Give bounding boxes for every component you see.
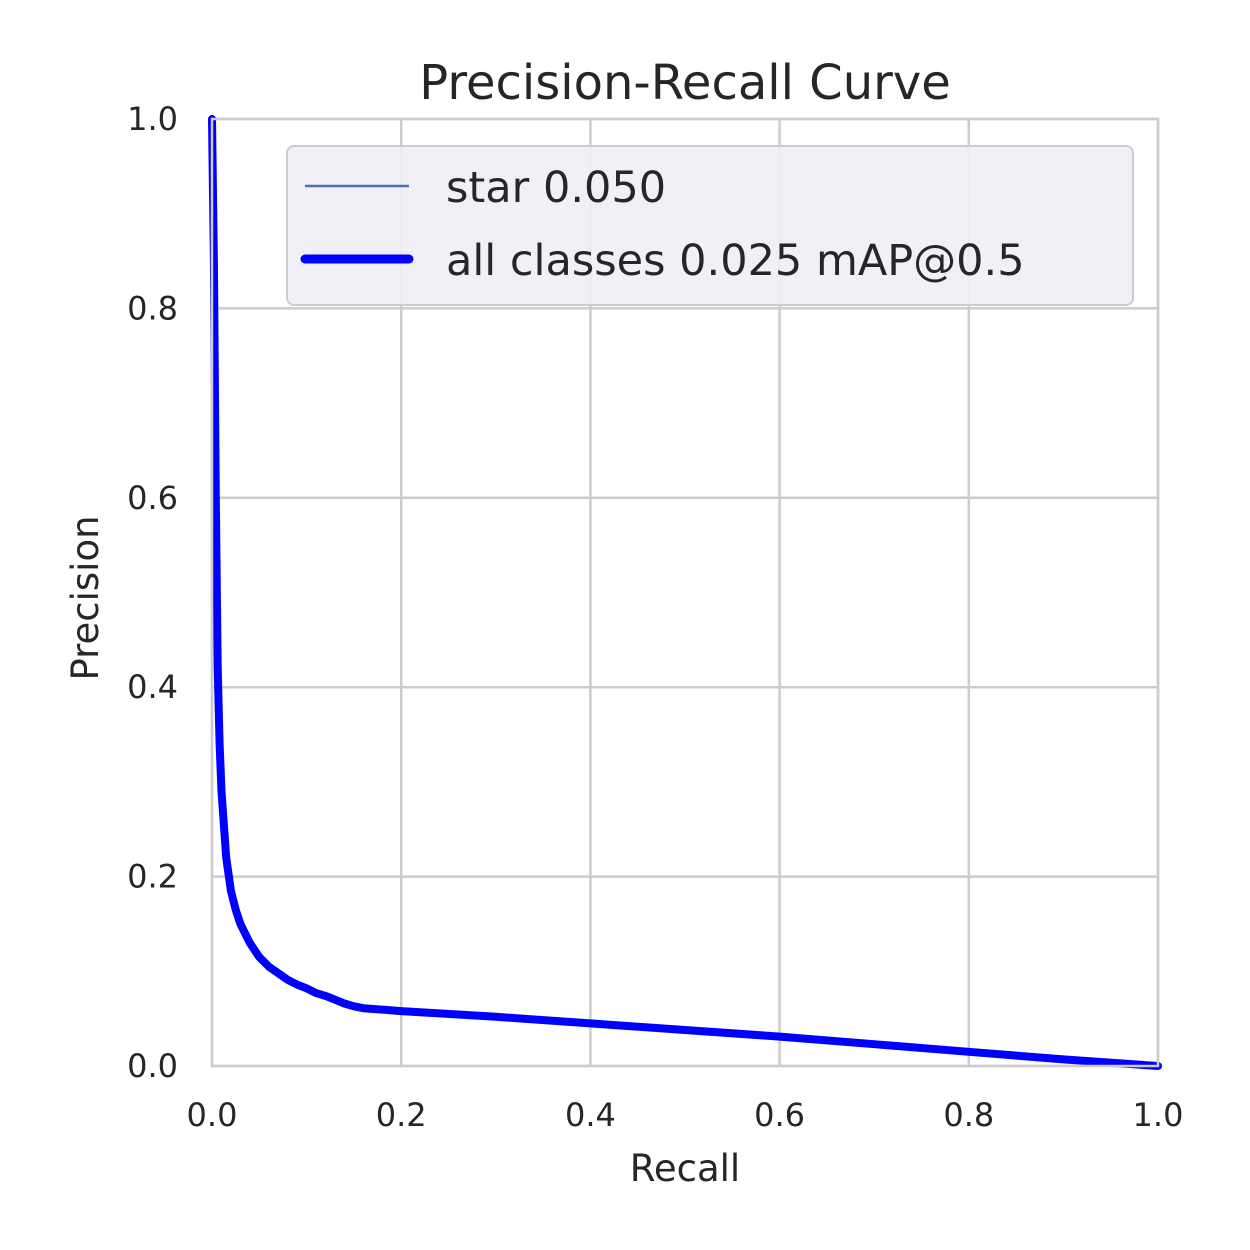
x-tick-label: 0.8 <box>943 1096 994 1134</box>
y-tick-label: 0.4 <box>127 668 178 706</box>
y-tick-label: 0.6 <box>127 479 178 517</box>
legend: star 0.050 all classes 0.025 mAP@0.5 <box>286 145 1134 306</box>
x-axis-label: Recall <box>630 1147 740 1190</box>
series-line-all-classes <box>208 115 1162 1070</box>
y-axis-label: Precision <box>64 515 107 680</box>
chart-title: Precision-Recall Curve <box>419 55 951 111</box>
legend-label-all-classes: all classes 0.025 mAP@0.5 <box>446 236 1025 286</box>
y-tick-label: 0.2 <box>127 858 178 896</box>
x-tick-label: 0.0 <box>187 1096 238 1134</box>
x-tick-label: 0.6 <box>754 1096 805 1134</box>
axes-frame <box>210 117 1160 1068</box>
y-tick-label: 1.0 <box>127 100 178 138</box>
series-lines <box>208 115 1162 1070</box>
y-tick-label: 0.0 <box>127 1047 178 1085</box>
tick-labels: 0.0 0.2 0.4 0.6 0.8 1.0 0.0 0.2 0.4 0.6 0.8 1.0 <box>127 100 1183 1134</box>
x-tick-label: 1.0 <box>1133 1096 1184 1134</box>
x-tick-label: 0.4 <box>565 1096 616 1134</box>
legend-label-star: star 0.050 <box>446 163 666 213</box>
y-tick-label: 0.8 <box>127 289 178 327</box>
x-tick-label: 0.2 <box>376 1096 427 1134</box>
legend-box <box>286 145 1134 306</box>
